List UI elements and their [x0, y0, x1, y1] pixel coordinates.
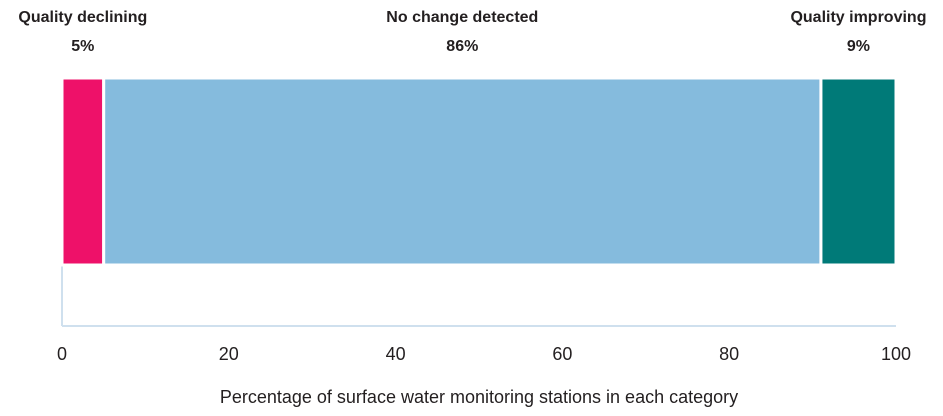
x-axis-label: Percentage of surface water monitoring s…	[220, 387, 738, 407]
value-label: 9%	[847, 38, 870, 55]
x-tick-label: 0	[57, 344, 67, 364]
x-tick-label: 100	[881, 344, 911, 364]
x-tick-label: 80	[719, 344, 739, 364]
bar-segment	[819, 76, 898, 267]
value-label: 5%	[71, 38, 94, 55]
segment-name: Quality improving	[790, 9, 926, 26]
value-label: 86%	[446, 38, 478, 55]
x-tick-label: 20	[219, 344, 239, 364]
x-tick-label: 60	[552, 344, 572, 364]
bar-segment	[102, 76, 823, 267]
segment-name: No change detected	[386, 9, 538, 26]
bar-segment	[60, 76, 106, 267]
x-tick-label: 40	[386, 344, 406, 364]
segment-name: Quality declining	[18, 9, 147, 26]
